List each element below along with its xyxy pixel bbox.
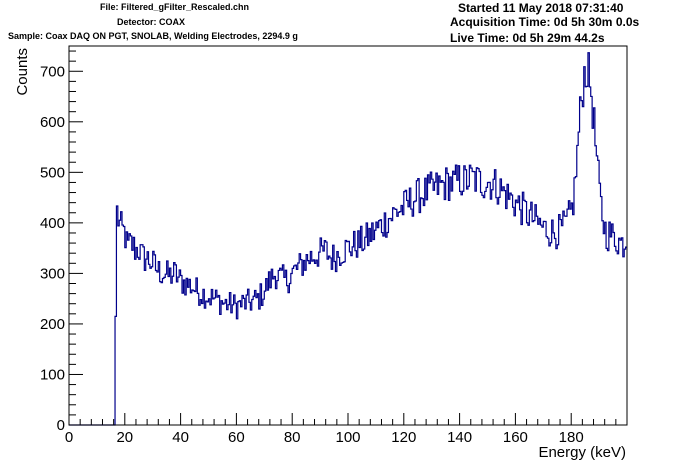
y-tick-labels: 0 100 200 300 400 500 600 700 [40, 63, 65, 434]
x-tick-label: 20 [116, 429, 133, 446]
y-tick-label: 500 [40, 164, 65, 181]
spectrum-series-line [69, 52, 627, 426]
x-tick-label: 0 [65, 429, 73, 446]
axis-ticks [68, 50, 628, 426]
y-tick-label: 300 [40, 265, 65, 282]
y-tick-label: 100 [40, 366, 65, 383]
y-axis-label: Counts [14, 48, 31, 96]
x-tick-label: 100 [335, 429, 360, 446]
x-tick-label: 60 [228, 429, 245, 446]
x-tick-label: 140 [447, 429, 472, 446]
y-tick-label: 700 [40, 63, 65, 80]
detector-label: Detector: COAX [117, 17, 186, 27]
y-tick-label: 0 [57, 417, 65, 434]
x-tick-label: 80 [284, 429, 301, 446]
x-tick-label: 40 [172, 429, 189, 446]
x-tick-label: 180 [559, 429, 584, 446]
x-axis-label: Energy (keV) [538, 444, 626, 461]
live-time-label: Live Time: 0d 5h 29m 44.2s [450, 31, 605, 45]
x-tick-label: 160 [503, 429, 528, 446]
sample-label: Sample: Coax DAQ ON PGT, SNOLAB, Welding… [8, 31, 298, 41]
start-time-label: Started 11 May 2018 07:31:40 [458, 1, 624, 15]
x-tick-label: 120 [391, 429, 416, 446]
file-label: File: Filtered_gFilter_Rescaled.chn [100, 2, 250, 12]
x-tick-labels: 0 20 40 60 80 100 120 140 160 180 [65, 429, 584, 446]
y-tick-label: 200 [40, 316, 65, 333]
y-tick-label: 400 [40, 215, 65, 232]
y-tick-label: 600 [40, 114, 65, 131]
acquisition-time-label: Acquisition Time: 0d 5h 30m 0.0s [450, 15, 640, 29]
plot-frame [68, 45, 628, 426]
